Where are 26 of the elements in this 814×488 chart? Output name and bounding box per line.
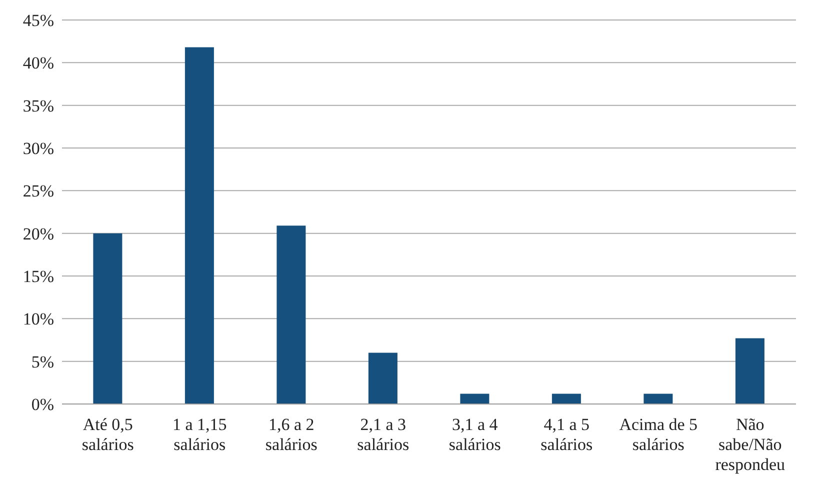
bar [184,47,214,404]
bar [460,394,490,404]
bar [276,226,306,404]
x-tick-label: 1,6 a 2 salários [265,415,318,454]
x-tick-label: Não sabe/Não respondeu [715,415,786,474]
y-tick-label: 40% [22,54,54,73]
bar [93,233,122,404]
y-tick-label: 20% [22,224,54,244]
x-tick-label: 3,1 a 4 salários [448,415,501,454]
y-tick-label: 5% [31,352,54,372]
y-tick-label: 45% [22,11,54,30]
x-tick-label: 1 a 1,15 salários [172,415,227,454]
y-tick-label: 30% [22,139,54,158]
bar [735,338,764,404]
y-tick-label: 10% [22,310,54,329]
bar [644,394,673,404]
bar [552,394,581,404]
y-tick-label: 35% [22,96,54,116]
x-tick-label: Até 0,5 salários [82,415,134,454]
x-tick-label: 2,1 a 3 salários [357,415,410,454]
y-tick-label: 0% [31,395,54,414]
x-tick-label: Acima de 5 salários [619,415,698,454]
bar [368,352,398,404]
x-tick-label: 4,1 a 5 salários [540,415,593,454]
y-tick-label: 15% [22,267,54,286]
y-tick-label: 25% [22,182,54,201]
